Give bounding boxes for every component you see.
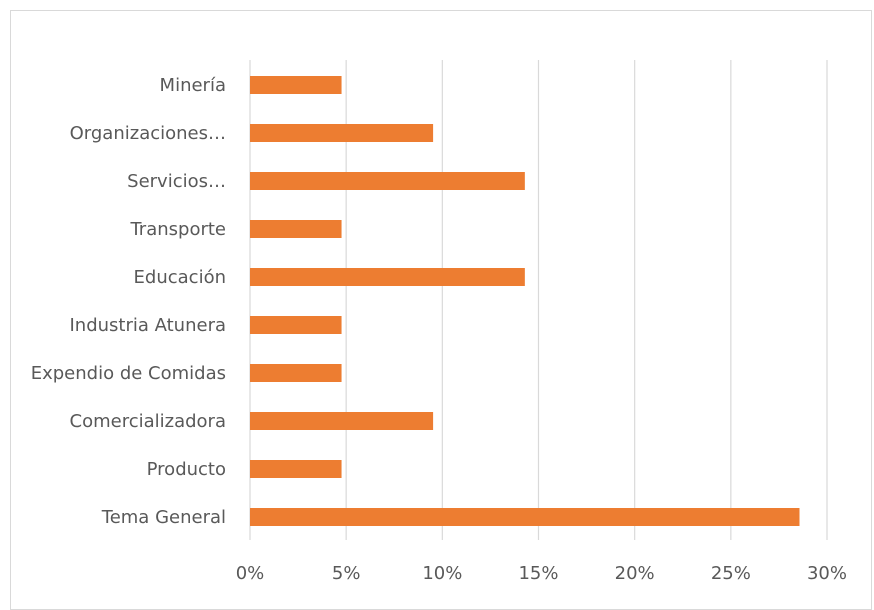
bar	[250, 508, 800, 526]
category-label: Minería	[160, 75, 226, 96]
bar-chart: Minería Organizaciones… Servicios… Transpor…	[31, 60, 847, 584]
x-axis-tick-labels: 0% 5% 10% 15% 20% 25% 30%	[236, 563, 847, 584]
bar	[250, 76, 342, 94]
category-label: Producto	[147, 459, 226, 480]
x-tick-label: 30%	[807, 563, 847, 584]
category-label: Educación	[134, 267, 226, 288]
x-tick-label: 0%	[236, 563, 265, 584]
bar	[250, 172, 525, 190]
category-label: Expendio de Comidas	[31, 363, 226, 384]
category-label: Industria Atunera	[69, 315, 226, 336]
category-label: Comercializadora	[70, 411, 226, 432]
bar	[250, 412, 434, 430]
x-tick-label: 10%	[422, 563, 462, 584]
bar	[250, 460, 342, 478]
category-labels: Minería Organizaciones… Servicios… Transpor…	[31, 75, 226, 528]
x-tick-label: 5%	[332, 563, 361, 584]
bar	[250, 268, 525, 286]
bar	[250, 124, 434, 142]
x-tick-label: 15%	[518, 563, 558, 584]
category-label: Transporte	[129, 219, 226, 240]
bars	[250, 76, 800, 526]
x-tick-label: 20%	[615, 563, 655, 584]
category-label: Tema General	[101, 507, 226, 528]
category-label: Servicios…	[127, 171, 226, 192]
bar	[250, 316, 342, 334]
bar	[250, 364, 342, 382]
bar	[250, 220, 342, 238]
category-label: Organizaciones…	[70, 123, 226, 144]
x-tick-label: 25%	[711, 563, 751, 584]
